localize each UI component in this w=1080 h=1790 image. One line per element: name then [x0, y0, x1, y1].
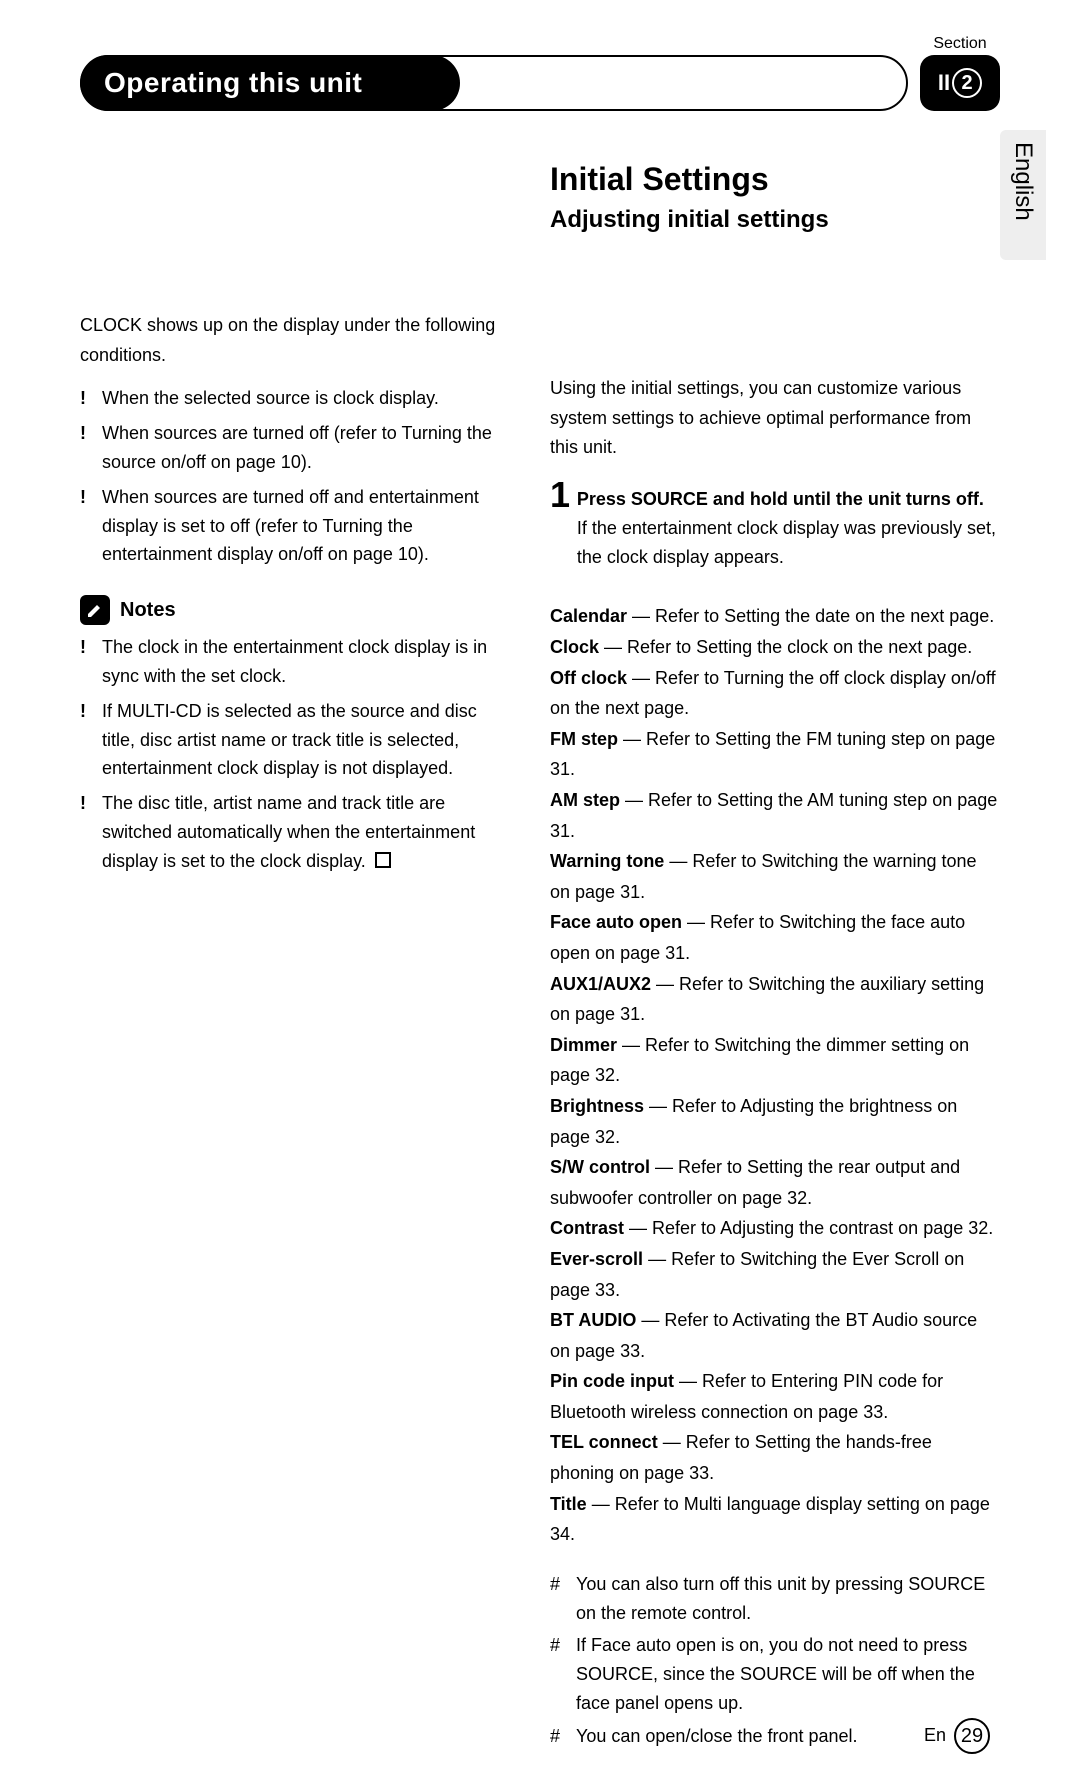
section-label: Section	[920, 35, 1000, 53]
sub-heading: Adjusting initial settings	[550, 206, 1000, 234]
setting-name-4: AM step	[550, 790, 620, 810]
step-after-text: If the entertainment clock display was p…	[577, 514, 1000, 572]
left-column: CLOCK shows up on the display under the …	[80, 161, 500, 1755]
setting-name-12: Ever-scroll	[550, 1249, 643, 1269]
device-image-placeholder	[550, 256, 930, 356]
clock-intro: CLOCK shows up on the display under the …	[80, 311, 500, 370]
notes-section: Notes !The clock in the entertainment cl…	[80, 595, 500, 875]
end-mark-icon	[375, 852, 391, 868]
page-footer: En 29	[924, 1718, 990, 1754]
intro-text: Using the initial settings, you can cust…	[550, 374, 1000, 463]
setting-name-0: Calendar	[550, 606, 627, 626]
note-0: The clock in the entertainment clock dis…	[102, 633, 500, 691]
language-tab: English	[1000, 130, 1046, 260]
setting-name-13: BT AUDIO	[550, 1310, 636, 1330]
step-1: 1 Press SOURCE and hold until the unit t…	[550, 477, 1000, 571]
note-1: If MULTI-CD is selected as the source an…	[102, 697, 500, 783]
clock-bullet-1: When sources are turned off (refer to Tu…	[102, 419, 500, 477]
step-number: 1	[550, 477, 577, 513]
section-badge: II2	[920, 55, 1000, 111]
title-text: Operating this unit	[104, 67, 362, 99]
setting-desc-1: Refer to Setting the clock on the next p…	[627, 637, 972, 657]
clock-conditions-list: !When the selected source is clock displ…	[80, 384, 500, 569]
setting-name-8: Dimmer	[550, 1035, 617, 1055]
right-column: Initial Settings Adjusting initial setti…	[550, 161, 1000, 1755]
step-bold-text: Press SOURCE and hold until the unit tur…	[577, 485, 1000, 514]
badge-prefix: II	[938, 70, 950, 96]
hash-note-1: If Face auto open is on, you do not need…	[576, 1631, 1000, 1717]
hash-note-0: You can also turn off this unit by press…	[576, 1570, 1000, 1628]
setting-name-16: Title	[550, 1494, 587, 1514]
setting-name-6: Face auto open	[550, 912, 682, 932]
setting-name-3: FM step	[550, 729, 618, 749]
notes-title: Notes	[120, 599, 176, 622]
badge-number: 2	[952, 68, 982, 98]
title-bar: Operating this unit	[80, 55, 908, 111]
setting-name-10: S/W control	[550, 1157, 650, 1177]
setting-desc-11: Refer to Adjusting the contrast on page …	[652, 1218, 993, 1238]
setting-name-15: TEL connect	[550, 1432, 658, 1452]
setting-name-9: Brightness	[550, 1096, 644, 1116]
pencil-icon	[80, 595, 110, 625]
setting-desc-16: Refer to Multi language display setting …	[550, 1494, 990, 1545]
setting-name-11: Contrast	[550, 1218, 624, 1238]
note-2: The disc title, artist name and track ti…	[102, 793, 475, 871]
setting-name-7: AUX1/AUX2	[550, 974, 651, 994]
setting-name-5: Warning tone	[550, 851, 664, 871]
setting-name-1: Clock	[550, 637, 599, 657]
clock-bullet-0: When the selected source is clock displa…	[102, 384, 439, 413]
clock-bullet-2: When sources are turned off and entertai…	[102, 483, 500, 569]
settings-list: Calendar — Refer to Setting the date on …	[550, 601, 1000, 1549]
setting-desc-0: Refer to Setting the date on the next pa…	[655, 606, 994, 626]
main-heading: Initial Settings	[550, 161, 1000, 198]
page-header: Operating this unit II2	[80, 55, 1000, 111]
setting-name-2: Off clock	[550, 668, 627, 688]
setting-name-14: Pin code input	[550, 1371, 674, 1391]
footer-prefix: En	[924, 1725, 946, 1746]
hash-note-2: You can open/close the front panel.	[576, 1722, 858, 1751]
page-number: 29	[954, 1718, 990, 1754]
